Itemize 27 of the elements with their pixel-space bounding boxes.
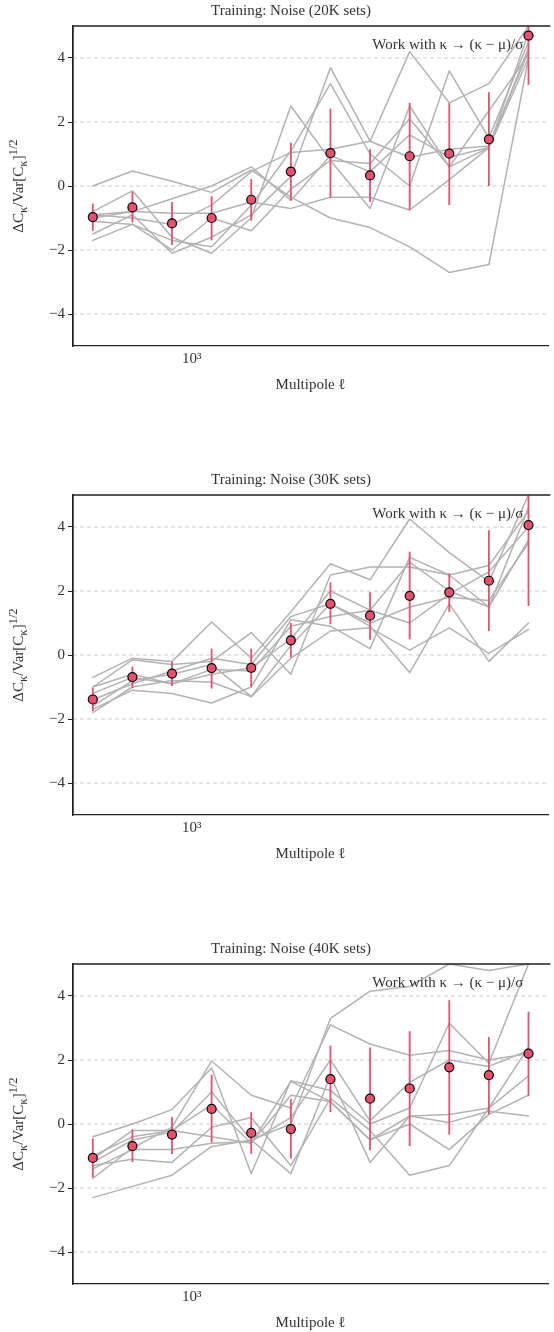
x-axis-title: Multipole ℓ (275, 844, 346, 861)
y-tick-label: 4 (57, 48, 66, 65)
y-tick-label: −4 (49, 773, 66, 790)
y-tick-label: −4 (49, 304, 66, 321)
x-axis-title: Multipole ℓ (275, 375, 346, 392)
y-tick-label: 2 (57, 581, 65, 598)
y-tick-label: −2 (49, 709, 65, 726)
y-tick-label: 4 (57, 986, 66, 1003)
x-axis-title: Multipole ℓ (275, 1313, 346, 1330)
chart-title: Training: Noise (40K sets) (211, 939, 371, 957)
annotation: Work with κ → (κ − μ)/σ (372, 973, 524, 991)
y-tick-label: 0 (57, 176, 65, 193)
y-tick-label: −4 (49, 1242, 66, 1259)
y-tick-label: 0 (57, 645, 65, 662)
y-tick-label: −2 (49, 1178, 65, 1195)
text: 10³ (182, 350, 203, 367)
text: 10³ (182, 819, 203, 836)
annotation: Work with κ → (κ − μ)/σ (372, 504, 524, 522)
annotation: Work with κ → (κ − μ)/σ (372, 35, 524, 53)
y-tick-label: 2 (57, 112, 65, 129)
chart-title: Training: Noise (20K sets) (211, 1, 371, 19)
y-tick-label: 2 (57, 1050, 65, 1067)
chart-title: Training: Noise (30K sets) (211, 470, 371, 488)
y-tick-label: 0 (57, 1114, 65, 1131)
y-tick-label: 4 (57, 517, 66, 534)
y-tick-label: −2 (49, 240, 65, 257)
text: 10³ (182, 1288, 203, 1305)
